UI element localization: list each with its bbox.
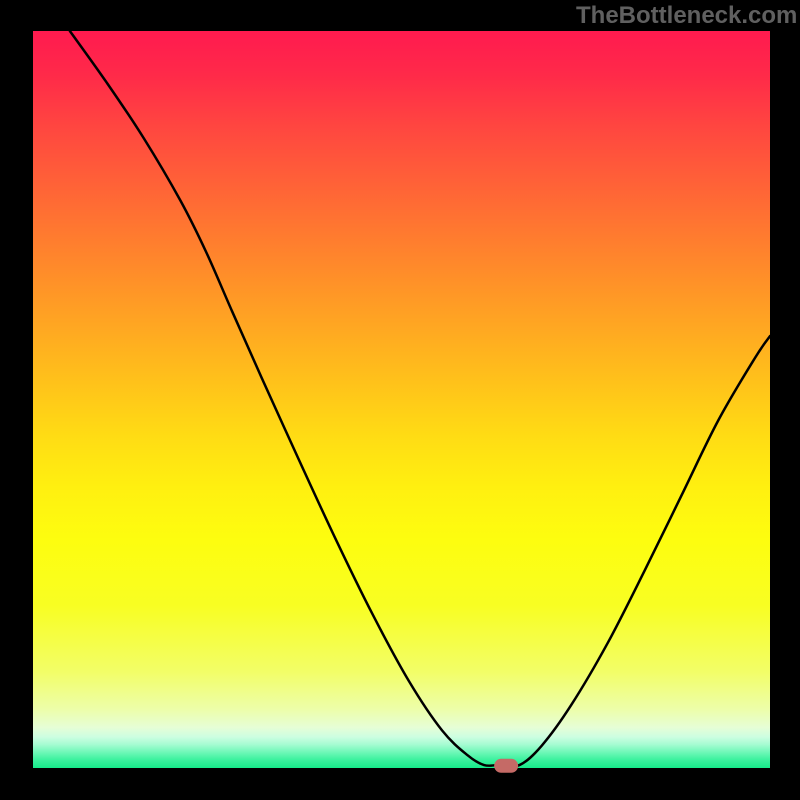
plot-gradient-background [33, 31, 770, 768]
optimum-marker [494, 759, 518, 773]
watermark-text: TheBottleneck.com [576, 2, 797, 30]
bottleneck-chart [0, 0, 800, 800]
